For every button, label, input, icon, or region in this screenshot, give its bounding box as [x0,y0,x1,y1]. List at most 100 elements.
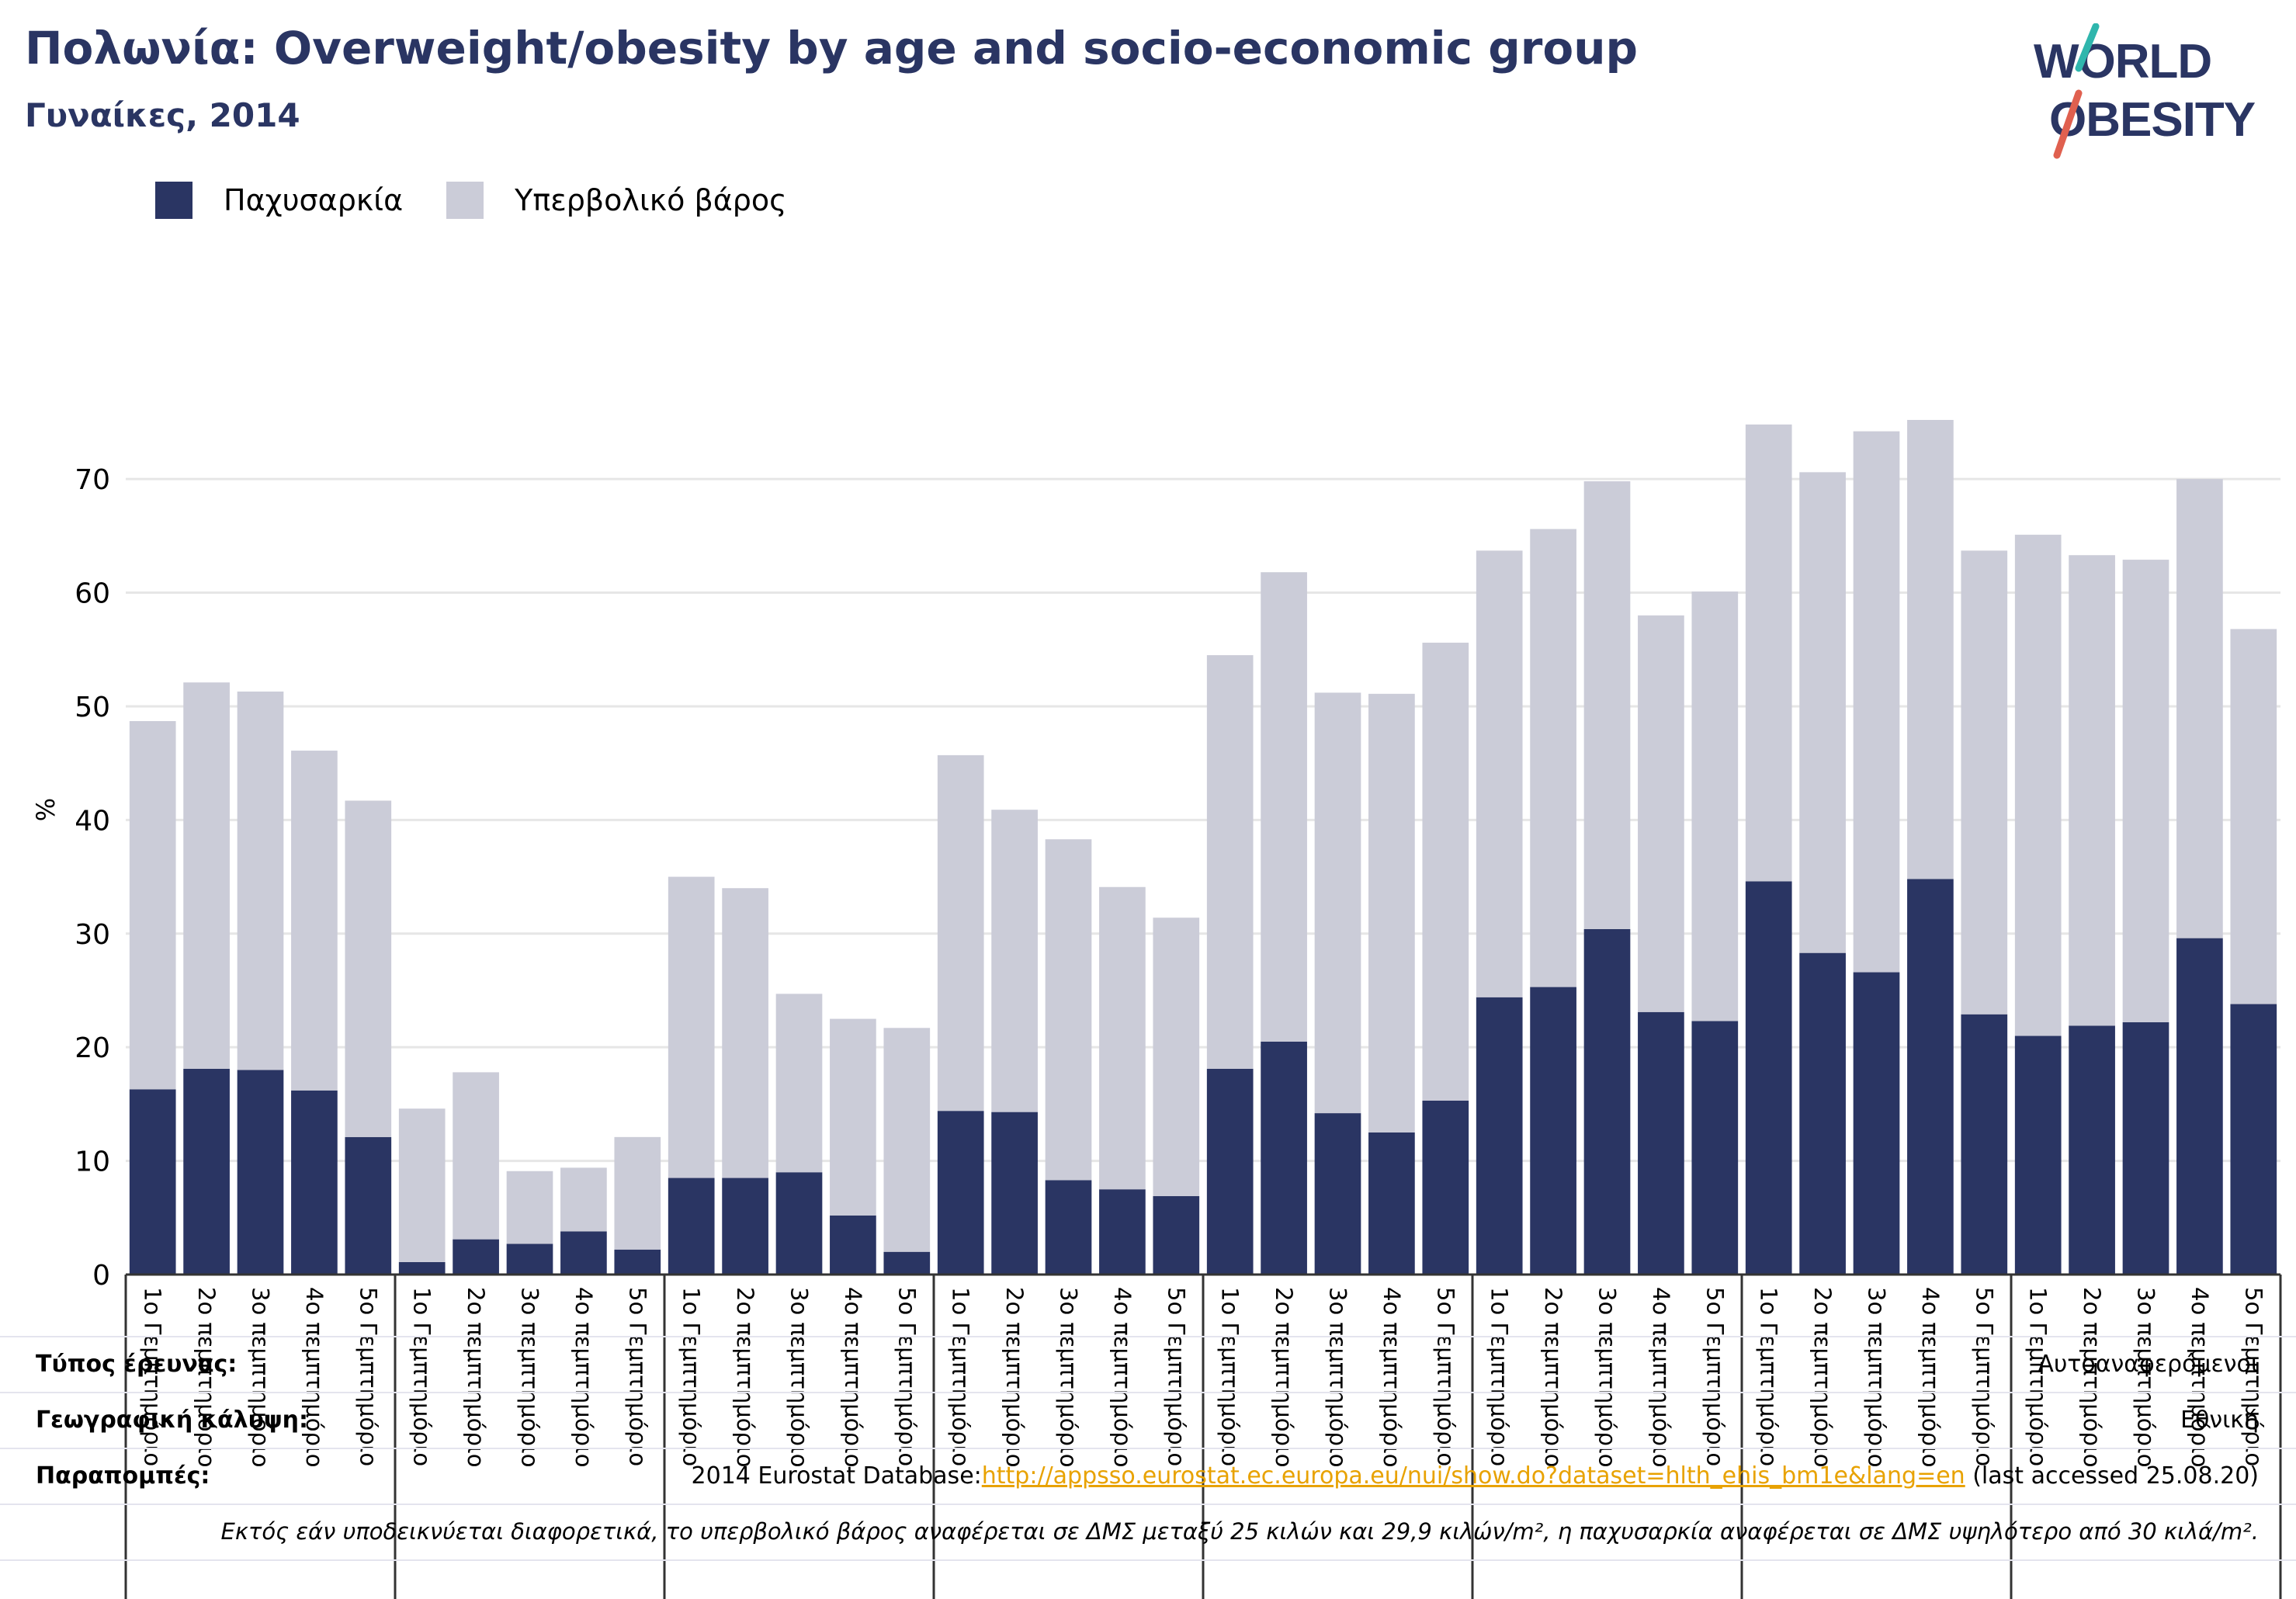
x-tick-label: 5ο Γεμπτημόριο [1701,1287,1728,1466]
bar-overweight [183,682,230,1069]
x-tick-label: 3ο πεμπτημόριο [248,1287,274,1467]
bar-obesity [1853,972,1900,1275]
bar-obesity [1907,879,1954,1275]
x-tick-label: 5ο Γεμπτημόριο [2240,1287,2267,1466]
bar-overweight [668,876,715,1178]
references-label: Παραπομπές: [36,1462,210,1490]
y-tick-label: 70 [75,464,110,496]
bar-overweight [1530,529,1576,987]
bar-overweight [614,1136,661,1250]
y-tick-label: 10 [75,1146,110,1178]
bar-overweight [1853,431,1900,973]
legend-swatch-obesity [155,182,192,219]
bar-obesity [398,1261,446,1275]
bar-overweight [1583,481,1631,929]
bar-obesity [1583,928,1631,1275]
bar-obesity [1799,952,1846,1275]
bar-obesity [237,1070,284,1275]
bar-obesity [291,1090,338,1275]
bar-obesity [668,1178,715,1275]
x-tick-label: 3ο πεμπτημόριο [1864,1287,1890,1467]
bar-obesity [560,1231,607,1275]
bar-overweight [1314,692,1361,1114]
chart-subtitle: Γυναίκες, 2014 [25,96,300,134]
x-tick-label: 3ο πεμπτημόριο [517,1287,543,1467]
x-tick-label: 4ο πεμπτημόριο [301,1287,328,1467]
bar-obesity [2230,1004,2277,1275]
bar-obesity [1206,1068,1254,1275]
eurostat-link[interactable]: http://appsso.eurostat.ec.europa.eu/nui/… [981,1462,1965,1490]
x-tick-label: 3ο πεμπτημόριο [1056,1287,1082,1467]
bar-obesity [775,1172,823,1275]
y-tick-label: 40 [75,805,110,837]
bar-overweight [291,751,338,1091]
bar-overweight [1153,917,1200,1196]
bar-obesity [1099,1189,1146,1275]
x-tick-label: 1ο Γεμπτημόριο [678,1287,705,1466]
bar-overweight [129,720,176,1090]
bar-overweight [398,1108,446,1262]
bar-obesity [129,1089,176,1275]
x-tick-label: 2ο πεμπτημόριο [1809,1287,1836,1467]
chart-legend: Παχυσαρκία Υπερβολικό βάρος [155,179,830,222]
x-tick-label: 2ο πεμπτημόριο [732,1287,758,1467]
bar-overweight [1261,572,1307,1042]
bar-overweight [345,800,392,1137]
bar-overweight [2176,479,2223,938]
coverage-value: Εθνική [2180,1406,2259,1434]
bar-overweight [1638,615,1684,1012]
svg-text:OBESITY: OBESITY [2049,93,2256,147]
bar-overweight [991,810,1038,1112]
bar-obesity [1153,1195,1200,1275]
bar-overweight [722,888,768,1178]
bar-obesity [453,1239,499,1275]
y-tick-label: 30 [75,919,110,951]
bar-obesity [1314,1113,1361,1275]
footer-row-survey: Τύπος έρευνας: Αυτοαναφερόμενοι [0,1337,2296,1393]
bar-obesity [345,1136,392,1275]
x-tick-label: 2ο πεμπτημόριο [1001,1287,1028,1467]
bar-obesity [2176,938,2223,1275]
bar-obesity [1261,1041,1307,1275]
x-tick-label: 3ο πεμπτημόριο [1594,1287,1621,1467]
bar-obesity [2014,1035,2062,1275]
bmi-definition-note: Εκτός εάν υποδεικνύεται διαφορετικά, το … [220,1518,2260,1545]
x-tick-label: 5ο Γεμπτημόριο [355,1287,381,1466]
x-tick-label: 4ο πεμπτημόριο [1379,1287,1405,1467]
bar-overweight [1799,472,1846,953]
bar-obesity [1691,1021,1739,1275]
survey-type-label: Τύπος έρευνας: [36,1351,238,1378]
bar-overweight [1476,550,1523,997]
x-tick-label: 2ο πεμπτημόριο [2079,1287,2105,1467]
y-tick-label: 0 [92,1260,110,1292]
bar-obesity [937,1111,984,1275]
x-tick-label: 3ο πεμπτημόριο [2133,1287,2159,1467]
x-tick-label: 4ο πεμπτημόριο [571,1287,597,1467]
bar-overweight [1907,419,1954,879]
y-tick-label: 60 [75,578,110,610]
bar-overweight [775,994,823,1173]
x-tick-label: 5ο Γεμπτημόριο [1971,1287,1997,1466]
references-suffix: (last accessed 25.08.20) [1965,1462,2259,1490]
x-tick-label: 5ο Γεμπτημόριο [624,1287,650,1466]
x-tick-label: 4ο πεμπτημόριο [2187,1287,2213,1467]
survey-type-value: Αυτοαναφερόμενοι [2038,1351,2259,1378]
legend-item-obesity: Παχυσαρκία [155,182,403,219]
legend-label-obesity: Παχυσαρκία [224,183,404,217]
bar-obesity [1368,1132,1415,1275]
bar-obesity [883,1251,931,1275]
bar-overweight [830,1018,876,1216]
svg-text:WORLD: WORLD [2034,35,2211,88]
bar-overweight [2230,629,2277,1004]
bar-obesity [1045,1180,1092,1275]
bar-obesity [1422,1100,1469,1275]
bar-overweight [1745,424,1792,882]
x-tick-label: 2ο πεμπτημόριο [1271,1287,1297,1467]
x-tick-label: 1ο Γεμπτημόριο [409,1287,435,1466]
bar-overweight [1206,655,1254,1069]
bar-obesity [722,1178,768,1275]
bar-obesity [183,1068,230,1275]
references-value: 2014 Eurostat Database:http://appsso.eur… [692,1462,2259,1490]
bar-obesity [2069,1025,2115,1275]
